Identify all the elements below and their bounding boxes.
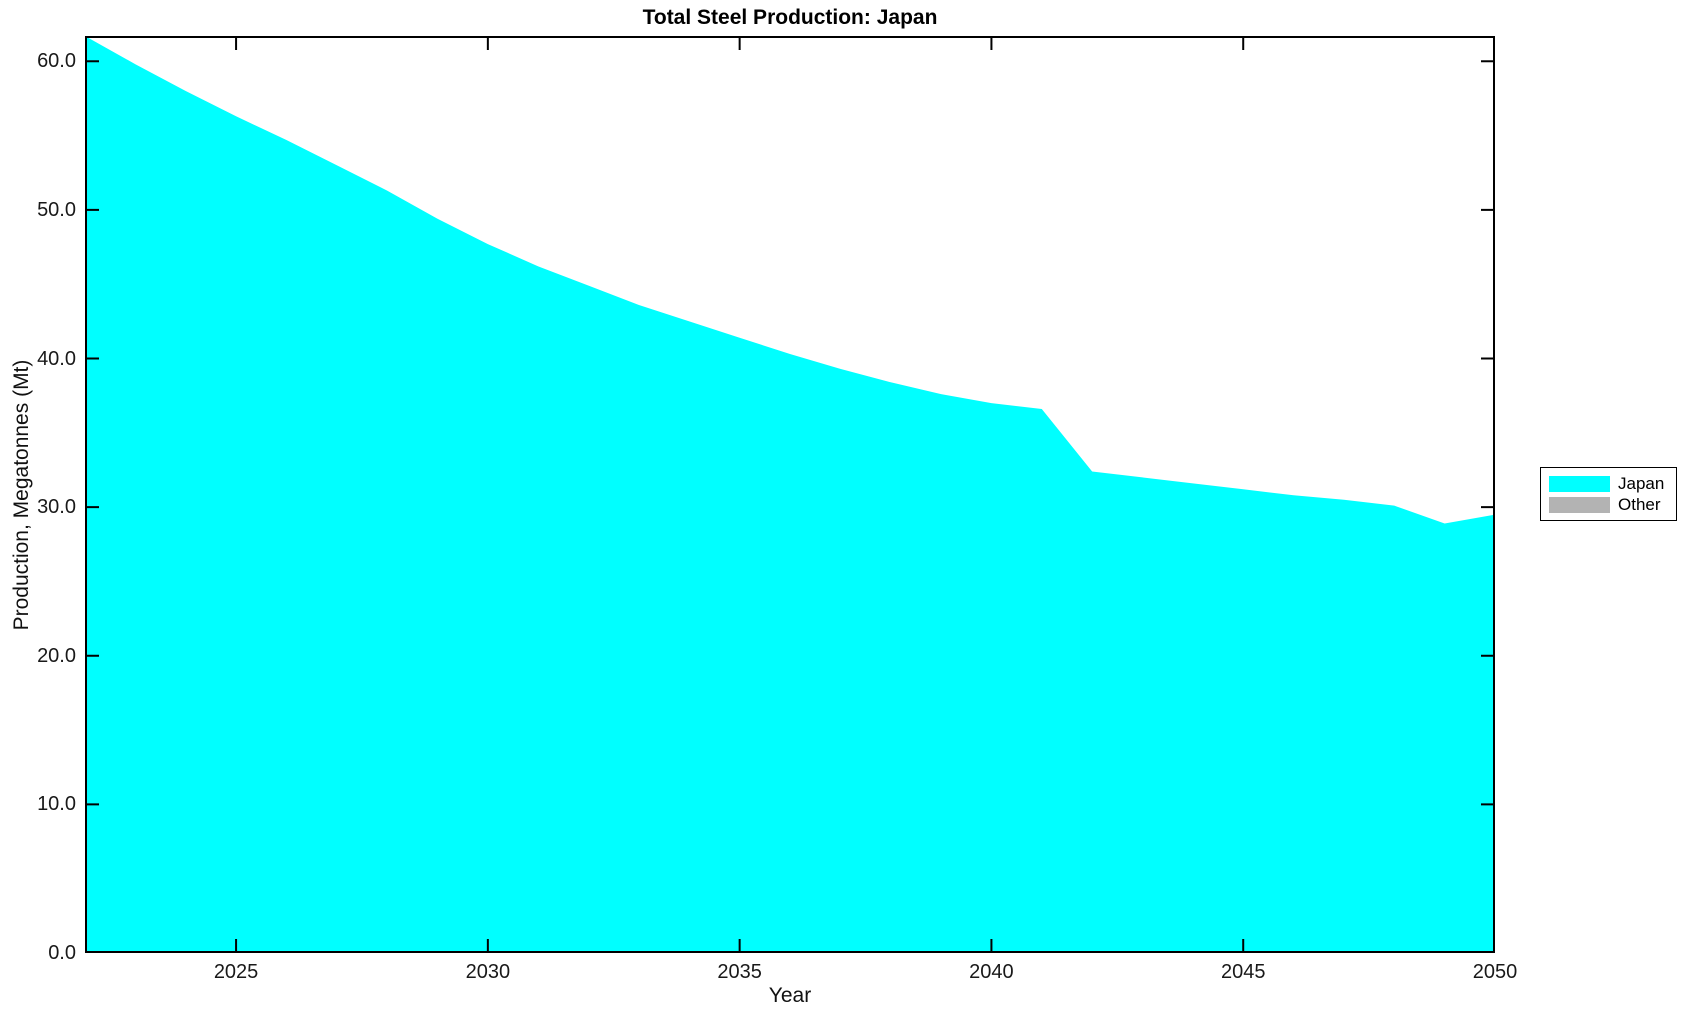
x-tick-label-2025: 2025: [213, 961, 259, 983]
x-tick-label-2030: 2030: [465, 961, 511, 983]
x-tick-label-2050: 2050: [1472, 961, 1518, 983]
japan-swatch: [1549, 476, 1610, 492]
y-tick-label-50.0: 50.0: [37, 198, 76, 221]
x-tick-label-2035: 2035: [717, 961, 762, 983]
plot-border: [85, 36, 1495, 953]
y-tick-label-20.0: 20.0: [37, 644, 76, 667]
chart-title: Total Steel Production: Japan: [642, 6, 938, 29]
x-tick-label-2040: 2040: [969, 961, 1014, 983]
x-axis-title: Year: [768, 984, 812, 1007]
legend-item-japan: Japan: [1549, 475, 1668, 493]
y-tick-label-30.0: 30.0: [37, 496, 76, 519]
japan-area-series: [85, 36, 1495, 953]
y-tick-label-60.0: 60.0: [37, 50, 76, 73]
axis-ticks: [86, 37, 1495, 953]
legend-item-other: Other: [1549, 496, 1668, 514]
other-swatch: [1549, 497, 1610, 513]
area-series-group: [85, 36, 1495, 953]
y-axis-title: Production, Megatonnes (Mt): [10, 359, 33, 631]
y-tick-label-10.0: 10.0: [37, 793, 76, 816]
y-tick-label-40.0: 40.0: [37, 347, 76, 370]
legend-label-japan: Japan: [1618, 474, 1665, 493]
plot-area: [85, 36, 1495, 953]
x-tick-label-2045: 2045: [1220, 961, 1266, 983]
y-tick-label-0.0: 0.0: [48, 942, 76, 964]
legend-label-other: Other: [1618, 495, 1661, 514]
legend-box: Japan Other: [1540, 467, 1677, 521]
